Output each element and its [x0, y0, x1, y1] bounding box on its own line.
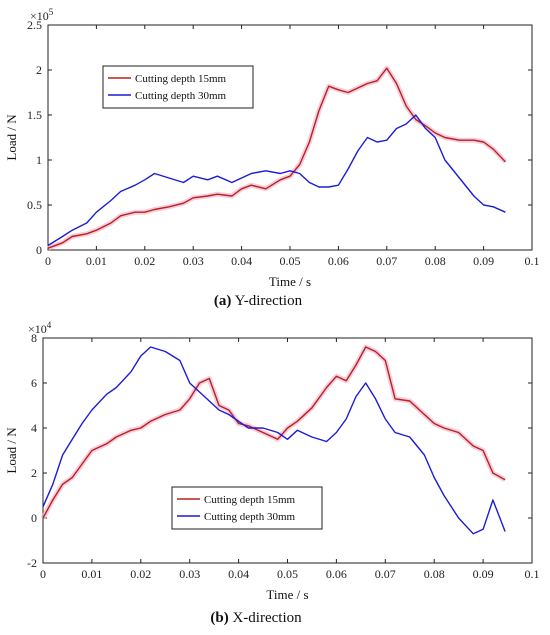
x-tick-label: 0.03 — [183, 254, 204, 268]
x-tick-label: 0.03 — [179, 567, 200, 581]
x-tick-label: 0.09 — [473, 254, 494, 268]
panel-caption-letter: (b) — [210, 610, 228, 626]
x-tick-label: 0.06 — [328, 254, 349, 268]
y-exponent-power: 5 — [49, 7, 54, 17]
x-tick-label: 0.05 — [280, 254, 301, 268]
y-tick-label: 2.5 — [27, 18, 42, 32]
y-tick-label: 0 — [36, 243, 42, 257]
y-tick-label: 1.5 — [27, 108, 42, 122]
series-line-cutting-depth-30mm — [42, 346, 506, 535]
x-tick-label: 0.04 — [228, 567, 249, 581]
x-tick-label: 0.1 — [525, 567, 540, 581]
x-tick-label: 0.06 — [326, 567, 347, 581]
y-tick-label: 2 — [31, 466, 37, 480]
y-tick-label: 6 — [31, 376, 37, 390]
y-tick-label: -2 — [27, 556, 37, 570]
panel-caption-text: Y-direction — [231, 293, 302, 309]
legend-entry-label: Cutting depth 30mm — [135, 90, 227, 102]
x-tick-label: 0.1 — [525, 254, 540, 268]
x-tick-label: 0.09 — [473, 567, 494, 581]
x-tick-label: 0.05 — [277, 567, 298, 581]
x-tick-label: 0.07 — [376, 254, 397, 268]
series-line-cutting-depth-30mm — [47, 114, 506, 247]
legend-box — [102, 65, 254, 109]
x-tick-label: 0.02 — [130, 567, 151, 581]
y-tick-label: 4 — [31, 421, 37, 435]
legend-entry-label: Cutting depth 30mm — [204, 511, 296, 523]
x-tick-label: 0.01 — [81, 567, 102, 581]
series-line-cutting-depth-15mm — [42, 346, 506, 519]
y-tick-label: 1 — [36, 153, 42, 167]
x-tick-label: 0 — [45, 254, 51, 268]
x-tick-label: 0.08 — [424, 567, 445, 581]
x-tick-label: 0.02 — [134, 254, 155, 268]
x-tick-label: 0 — [40, 567, 46, 581]
series-line-cutting-depth-15mm — [47, 67, 506, 249]
y-tick-label: 0 — [31, 511, 37, 525]
x-tick-label: 0.08 — [425, 254, 446, 268]
y-axis-label: Load / N — [4, 114, 19, 161]
panel-caption: (b) X-direction — [210, 610, 302, 626]
y-tick-label: 2 — [36, 63, 42, 77]
legend-entry-label: Cutting depth 15mm — [204, 494, 296, 506]
x-axis-label: Time / s — [269, 274, 311, 289]
chart-panel-x-direction: 0 0.01 0.02 0.03 0.04 0.05 0.06 0.07 0.08 0.09 0.1… — [4, 320, 540, 626]
y-tick-label: 0.5 — [27, 198, 42, 212]
panel-caption-text: X-direction — [229, 610, 302, 626]
legend-entry-label: Cutting depth 15mm — [135, 73, 227, 85]
legend: Cutting depth 15mm Cutting depth 30mm — [171, 486, 323, 530]
y-exponent-base: ×10 — [30, 9, 49, 23]
legend-box — [171, 486, 323, 530]
y-exponent-label: ×104 — [28, 320, 52, 336]
y-exponent-base: ×10 — [28, 322, 47, 336]
panel-caption: (a) Y-direction — [214, 293, 303, 309]
x-tick-label: 0.07 — [375, 567, 396, 581]
x-axis-label: Time / s — [266, 587, 308, 602]
y-tick-label: 8 — [31, 331, 37, 345]
legend: Cutting depth 15mm Cutting depth 30mm — [102, 65, 254, 109]
chart-panel-y-direction: 0 0.01 0.02 0.03 0.04 0.05 0.06 0.07 0.08 0.09 0.1… — [4, 7, 540, 309]
y-exponent-power: 4 — [47, 320, 52, 330]
x-tick-label: 0.04 — [231, 254, 252, 268]
x-tick-label: 0.01 — [86, 254, 107, 268]
y-exponent-label: ×105 — [30, 7, 54, 23]
panel-caption-letter: (a) — [214, 293, 232, 309]
y-axis-label: Load / N — [4, 427, 19, 474]
